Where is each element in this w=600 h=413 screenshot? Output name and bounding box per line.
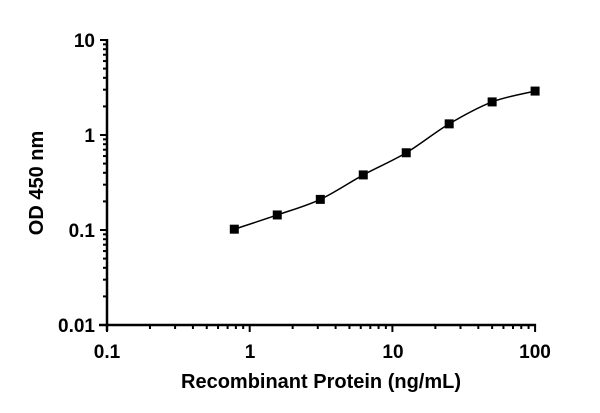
- data-point: [315, 194, 325, 204]
- data-point: [444, 119, 454, 129]
- data-point: [530, 86, 540, 96]
- fit-curve: [234, 90, 536, 230]
- data-point: [229, 224, 239, 234]
- data-point: [401, 148, 411, 158]
- data-points: [229, 86, 540, 234]
- x-axis-title: Recombinant Protein (ng/mL): [181, 371, 461, 393]
- y-tick-label-2: 1: [84, 126, 95, 147]
- x-axis: [99, 323, 537, 332]
- x-tick-label-3: 100: [519, 342, 551, 363]
- y-tick-label-0: 0.01: [58, 316, 95, 337]
- y-tick-label-3: 10: [74, 31, 95, 52]
- data-point: [487, 97, 497, 107]
- y-axis-title: OD 450 nm: [26, 131, 48, 235]
- x-tick-label-2: 10: [382, 342, 403, 363]
- data-point: [358, 170, 368, 180]
- x-tick-label-0: 0.1: [94, 342, 121, 363]
- x-tick-label-1: 1: [245, 342, 256, 363]
- data-point: [272, 210, 282, 220]
- y-axis: [100, 39, 109, 331]
- y-tick-label-1: 0.1: [69, 221, 96, 242]
